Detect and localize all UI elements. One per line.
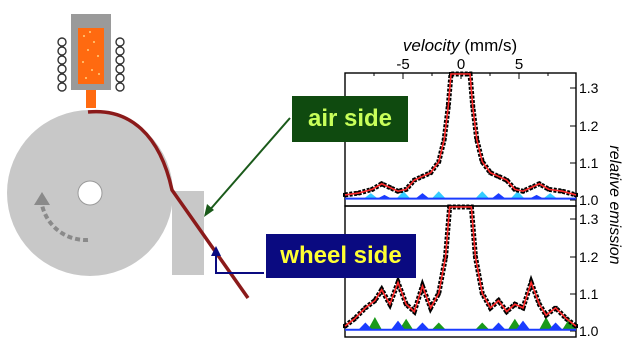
y-tick-label: 1.3: [579, 80, 599, 96]
air-side-spectrum: [343, 71, 578, 200]
green-component-peak: [539, 316, 554, 330]
blue-component-peak: [415, 322, 430, 330]
y-tick-label: 1.2: [579, 249, 599, 265]
nozzle-stream: [86, 90, 96, 108]
fit-line: [344, 73, 577, 196]
relative-emission-axis-title: relative emission: [606, 145, 623, 264]
blue-component-peak: [390, 320, 405, 330]
blue-component-peak: [491, 322, 506, 330]
cyan-component-peak: [396, 191, 411, 199]
rotation-arrow-head: [34, 192, 50, 205]
blue-component-peak: [516, 320, 531, 330]
blue-component-peak: [358, 322, 373, 330]
velocity-tick-label: 5: [515, 56, 523, 73]
cyan-component-peak: [431, 191, 446, 199]
cyan-component-peak: [543, 193, 558, 199]
velocity-tick-label: -5: [396, 56, 409, 73]
y-tick-label: 1.1: [579, 155, 599, 171]
cyan-component-peak: [475, 191, 490, 199]
velocity-tick-label: 0: [457, 56, 465, 73]
wheel-side-y-ticks: [570, 218, 576, 332]
spectrum-chart: velocity (mm/s) -5 0 5 1.3 1.2 1.1 1.0 1…: [343, 36, 623, 339]
crucible-melt: [78, 28, 104, 84]
blue-component-peak: [548, 322, 563, 330]
fit-line: [344, 206, 577, 327]
melt-spinning-apparatus: [7, 14, 291, 300]
green-component-peak: [431, 322, 446, 330]
melt-speckles: [82, 31, 100, 79]
air-side-y-ticks: [570, 87, 576, 201]
green-component-peak: [475, 322, 490, 330]
green-component-peak: [367, 316, 382, 330]
air-side-label: air side: [292, 96, 408, 142]
y-tick-label: 1.0: [579, 192, 599, 208]
air-side-arrow: [207, 117, 291, 213]
y-tick-label: 1.2: [579, 118, 599, 134]
induction-coil-right: [115, 37, 125, 92]
ribbon-support-block: [172, 191, 204, 275]
y-tick-label: 1.0: [579, 323, 599, 339]
y-tick-label: 1.3: [579, 211, 599, 227]
ribbon: [87, 109, 250, 300]
cyan-component-peak: [510, 191, 525, 199]
blue-component-peak: [415, 193, 430, 199]
velocity-axis-title: velocity (mm/s): [403, 36, 517, 55]
wheel-side-arrow: [215, 252, 264, 274]
green-component-peak: [562, 318, 577, 330]
y-tick-label: 1.1: [579, 286, 599, 302]
wheel-side-arrow-head: [211, 246, 221, 256]
wheel-side-spectrum: [343, 204, 578, 331]
blue-component-peak: [491, 193, 506, 199]
wheel-side-label: wheel side: [266, 234, 416, 278]
cyan-component-peak: [363, 193, 378, 199]
air-side-arrow-head: [204, 204, 214, 217]
wheel-hub: [77, 180, 103, 206]
induction-coil-left: [57, 37, 67, 92]
